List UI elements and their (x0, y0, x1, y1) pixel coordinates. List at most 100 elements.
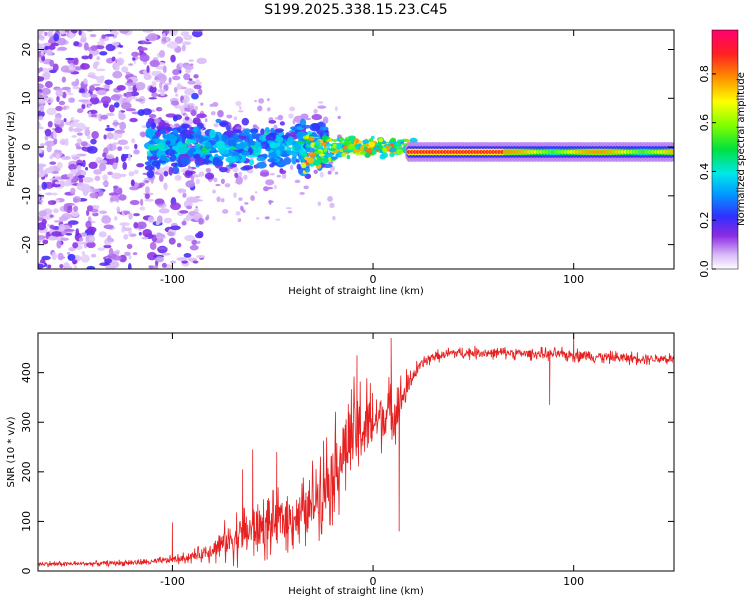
noise-speckle (44, 140, 56, 147)
noise-speckle (75, 228, 80, 237)
noise-speckle (78, 99, 90, 103)
noise-speckle (141, 40, 147, 44)
signal-blob (202, 160, 213, 164)
noise-speckle (89, 34, 97, 38)
noise-speckle (102, 174, 108, 181)
signal-blob (241, 117, 250, 126)
trace-blob (335, 145, 342, 150)
signal-blob (291, 155, 298, 165)
noise-speckle (287, 210, 293, 214)
trace-blob (300, 162, 307, 169)
noise-speckle (72, 261, 76, 265)
noise-speckle (111, 41, 120, 46)
signal-blob (194, 157, 206, 166)
signal-blob (231, 129, 243, 134)
noise-speckle (96, 89, 107, 96)
signal-blob (259, 142, 270, 150)
noise-speckle (142, 30, 154, 33)
noise-speckle (42, 239, 49, 245)
noise-speckle (53, 33, 60, 42)
noise-speckle (56, 95, 60, 103)
noise-speckle (38, 210, 47, 217)
signal-blob (299, 118, 307, 127)
noise-speckle (192, 260, 199, 264)
noise-speckle (85, 209, 90, 216)
spectrogram-x-tick-label: -100 (160, 273, 185, 286)
noise-speckle (200, 102, 204, 106)
signal-blob (267, 158, 277, 163)
noise-speckle (76, 108, 84, 114)
signal-blob (180, 156, 191, 166)
snr-y-tick-label: 400 (20, 362, 33, 383)
noise-speckle (285, 207, 292, 210)
noise-speckle (110, 94, 121, 101)
noise-speckle (94, 175, 101, 181)
signal-blob (249, 159, 255, 166)
noise-speckle (47, 100, 52, 104)
signal-blob (170, 162, 178, 167)
noise-speckle (89, 85, 96, 92)
noise-speckle (256, 217, 260, 220)
trace-blob (297, 141, 305, 145)
noise-speckle (191, 92, 199, 100)
trace-blob (382, 147, 387, 153)
noise-speckle (98, 159, 108, 165)
noise-speckle (254, 99, 257, 103)
noise-speckle (46, 145, 52, 153)
noise-speckle (146, 251, 158, 261)
noise-speckle (121, 66, 129, 73)
band-core (671, 149, 674, 154)
trace-blob (402, 142, 407, 147)
noise-speckle (233, 192, 237, 199)
noise-speckle (186, 196, 197, 203)
snr-x-tick-label: -100 (160, 575, 185, 588)
signal-blob (204, 172, 215, 180)
trace-blob (371, 149, 377, 155)
noise-speckle (127, 153, 131, 162)
noise-speckle (44, 135, 49, 141)
noise-speckle (176, 242, 182, 248)
noise-speckle (182, 41, 192, 46)
noise-speckle (327, 170, 332, 175)
noise-speckle (38, 184, 42, 192)
noise-speckle (167, 231, 175, 237)
noise-speckle (126, 82, 137, 86)
noise-speckle (49, 69, 57, 74)
noise-speckle (72, 86, 80, 90)
noise-speckle (99, 37, 108, 42)
signal-blob (286, 147, 292, 151)
noise-speckle (52, 208, 59, 214)
signal-blob (218, 149, 230, 155)
signal-blob (253, 149, 260, 154)
noise-speckle (104, 33, 115, 37)
noise-speckle (99, 210, 107, 215)
noise-speckle (220, 198, 225, 203)
noise-speckle (273, 184, 277, 190)
noise-speckle (187, 80, 196, 85)
snr-y-label: SNR (10 * v/v) (6, 416, 17, 487)
signal-blob (234, 172, 239, 179)
noise-speckle (40, 50, 44, 56)
noise-speckle (127, 263, 132, 269)
signal-blob (146, 170, 155, 179)
noise-speckle (183, 102, 189, 110)
signal-blob (275, 128, 284, 133)
noise-speckle (155, 220, 160, 226)
trace-blob (323, 148, 328, 153)
noise-speckle (119, 121, 127, 131)
noise-speckle (128, 171, 135, 177)
noise-speckle (86, 93, 91, 98)
trace-blob (306, 157, 315, 164)
noise-speckle (64, 30, 70, 33)
noise-speckle (42, 71, 51, 80)
noise-speckle (108, 247, 114, 257)
noise-speckle (206, 214, 210, 221)
noise-speckle (332, 216, 336, 221)
trace-blob (364, 148, 373, 152)
noise-speckle (222, 209, 229, 214)
noise-speckle (82, 177, 94, 183)
noise-speckle (197, 230, 204, 238)
noise-speckle (102, 181, 109, 186)
noise-speckle (132, 252, 138, 256)
noise-speckle (172, 69, 180, 76)
